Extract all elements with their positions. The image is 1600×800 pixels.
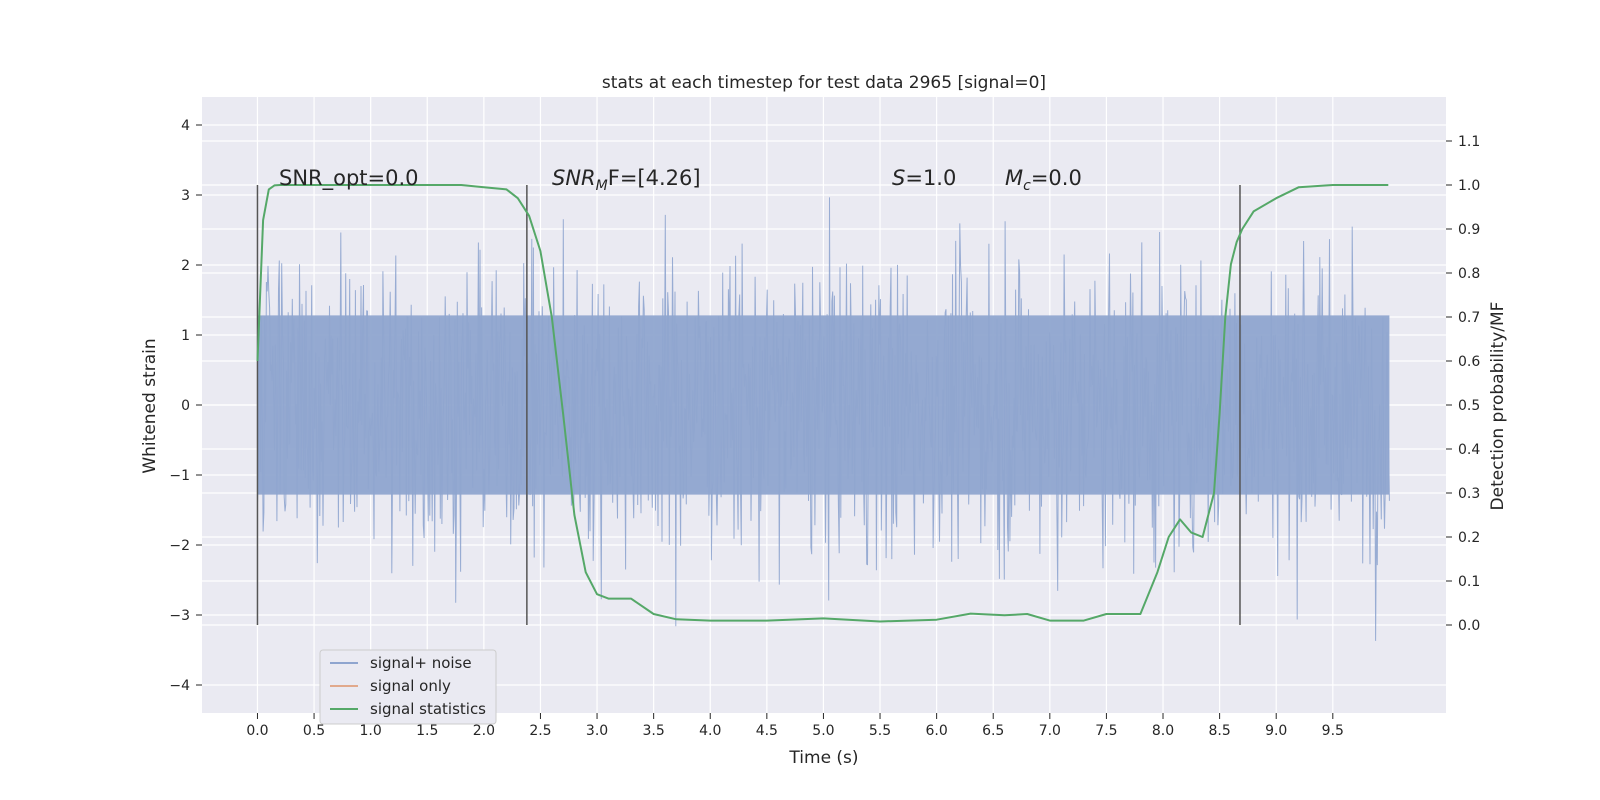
snr-mf-subscript: M bbox=[596, 178, 608, 194]
x-tick-label: 9.5 bbox=[1322, 723, 1344, 739]
signal-noise-series bbox=[257, 197, 1390, 641]
x-tick-label: 1.0 bbox=[360, 723, 382, 739]
x-tick-label: 5.0 bbox=[812, 723, 834, 739]
y-tick-label: 4 bbox=[181, 118, 190, 134]
y-tick-label: 0 bbox=[181, 398, 190, 414]
x-tick-label: 3.5 bbox=[643, 723, 665, 739]
x-tick-label: 8.5 bbox=[1208, 723, 1230, 739]
s-value: =1.0 bbox=[905, 166, 956, 190]
y2-tick-label: 0.9 bbox=[1458, 222, 1480, 238]
y2-tick-label: 0.0 bbox=[1458, 618, 1480, 634]
snr-opt-annotation: SNR_opt=0.0 bbox=[279, 166, 419, 191]
y-tick-label: 2 bbox=[181, 258, 190, 274]
y2-tick-label: 1.0 bbox=[1458, 178, 1480, 194]
y2-tick-label: 0.5 bbox=[1458, 398, 1480, 414]
s-annotation: S=1.0 bbox=[892, 166, 956, 190]
mc-subscript: c bbox=[1023, 178, 1031, 194]
snr-mf-value: F=[4.26] bbox=[608, 166, 701, 190]
x-tick-label: 0.5 bbox=[303, 723, 325, 739]
x-axis-ticks: 0.0 0.5 1.0 1.5 2.0 2.5 3.0 3.5 4.0 4.5 5.0 5.5 6.0 6… bbox=[246, 713, 1344, 739]
y2-axis-label: Detection probability/MF bbox=[1488, 302, 1508, 511]
y-axis-ticks: 4 3 2 1 0 −1 −2 −3 −4 bbox=[169, 118, 202, 694]
y2-tick-label: 0.6 bbox=[1458, 354, 1480, 370]
chart-title: stats at each timestep for test data 296… bbox=[602, 73, 1046, 93]
legend-label-signal-only: signal only bbox=[370, 677, 451, 695]
x-tick-label: 2.0 bbox=[473, 723, 495, 739]
y2-tick-label: 0.7 bbox=[1458, 310, 1480, 326]
x-tick-label: 4.5 bbox=[756, 723, 778, 739]
x-tick-label: 6.0 bbox=[925, 723, 947, 739]
legend-box bbox=[319, 649, 497, 725]
y-tick-label: −4 bbox=[169, 678, 190, 694]
snr-mf-symbol: SNR bbox=[552, 166, 596, 190]
y2-tick-label: 0.1 bbox=[1458, 574, 1480, 590]
y2-tick-label: 0.8 bbox=[1458, 266, 1480, 282]
y2-tick-label: 1.1 bbox=[1458, 134, 1480, 150]
mc-value: =0.0 bbox=[1031, 166, 1082, 190]
x-tick-label: 6.5 bbox=[982, 723, 1004, 739]
mc-annotation: Mc=0.0 bbox=[1005, 166, 1082, 194]
legend-label-signal-noise: signal+ noise bbox=[370, 654, 472, 672]
y-tick-label: −2 bbox=[169, 538, 190, 554]
y2-axis-ticks: 1.1 1.0 0.9 0.8 0.7 0.6 0.5 0.4 0.3 0.2 0.1 0.0 bbox=[1446, 134, 1480, 634]
y-tick-label: −1 bbox=[169, 468, 190, 484]
signal-statistics-line bbox=[256, 184, 1389, 623]
y2-tick-label: 0.2 bbox=[1458, 530, 1480, 546]
signal-noise-band bbox=[257, 315, 1390, 495]
x-tick-label: 0.0 bbox=[246, 723, 268, 739]
x-tick-label: 7.5 bbox=[1095, 723, 1117, 739]
y2-tick-label: 0.3 bbox=[1458, 486, 1480, 502]
s-symbol: S bbox=[892, 166, 905, 190]
x-axis-label: Time (s) bbox=[788, 748, 858, 768]
signal-statistics-series bbox=[256, 184, 1389, 623]
x-tick-label: 9.0 bbox=[1265, 723, 1287, 739]
x-tick-label: 4.0 bbox=[699, 723, 721, 739]
mc-symbol: M bbox=[1005, 166, 1023, 190]
y-tick-label: 3 bbox=[181, 188, 190, 204]
y-axis-label: Whitened strain bbox=[140, 338, 160, 473]
x-tick-label: 3.0 bbox=[586, 723, 608, 739]
x-tick-label: 1.5 bbox=[416, 723, 438, 739]
y-tick-label: 1 bbox=[181, 328, 190, 344]
vertical-markers bbox=[256, 185, 1241, 625]
x-tick-label: 5.5 bbox=[869, 723, 891, 739]
x-tick-label: 7.0 bbox=[1039, 723, 1061, 739]
x-tick-label: 8.0 bbox=[1152, 723, 1174, 739]
x-tick-label: 2.5 bbox=[529, 723, 551, 739]
y-tick-label: −3 bbox=[169, 608, 190, 624]
y2-tick-label: 0.4 bbox=[1458, 442, 1480, 458]
legend: signal+ noise signal only signal statist… bbox=[319, 649, 497, 725]
legend-label-signal-statistics: signal statistics bbox=[370, 700, 486, 718]
snr-mf-annotation: SNRMF=[4.26] bbox=[552, 166, 701, 194]
